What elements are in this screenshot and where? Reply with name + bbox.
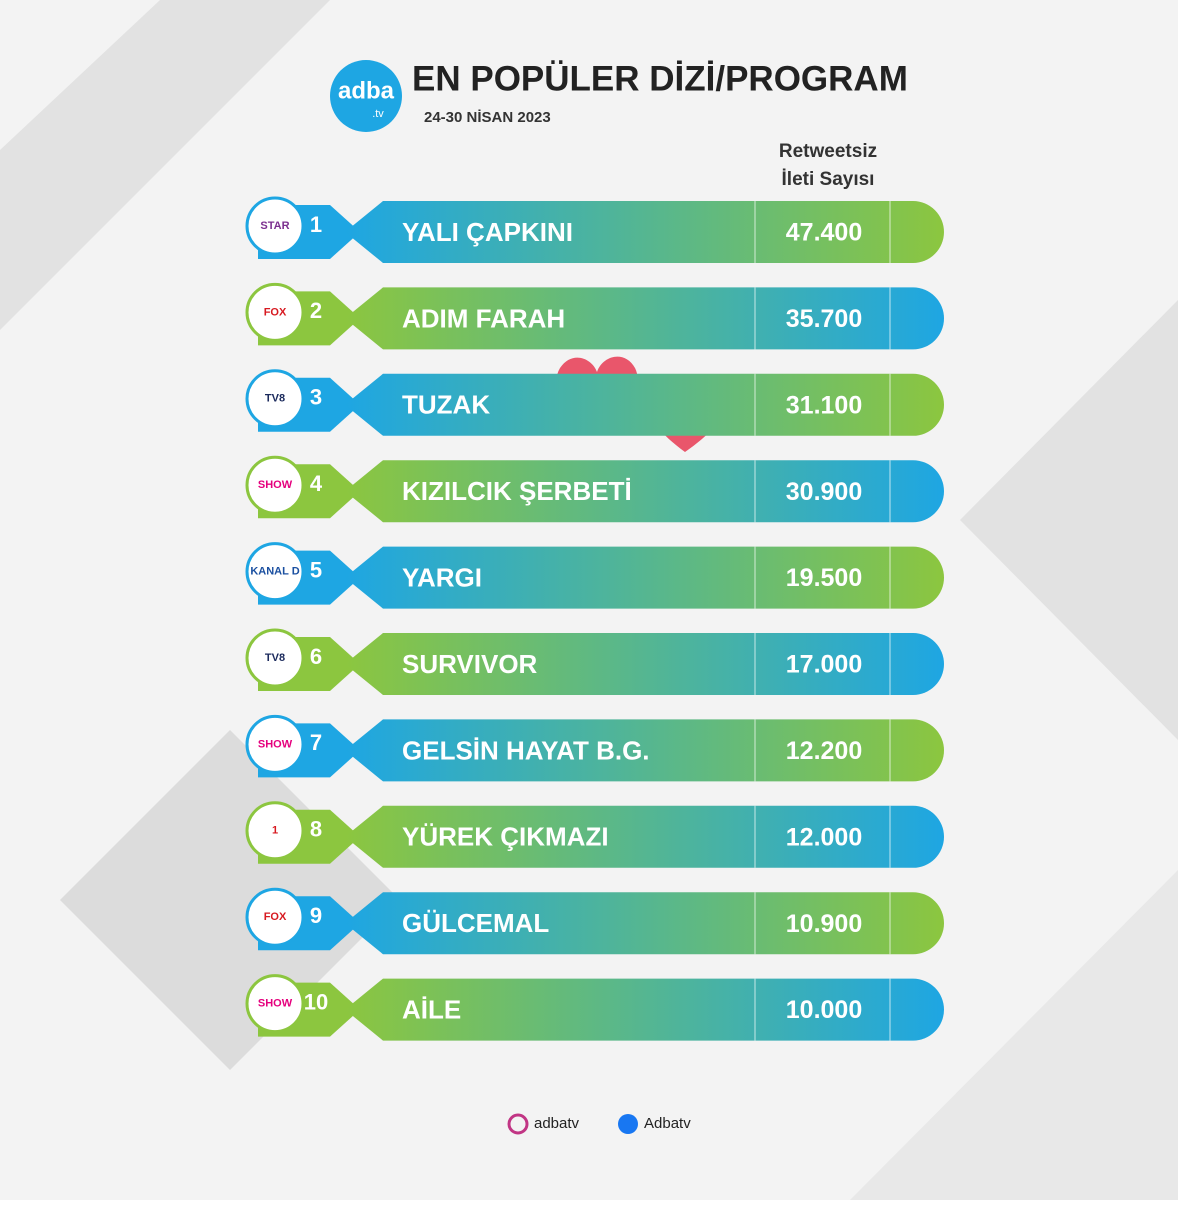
program-title: TUZAK (402, 390, 490, 420)
count: 30.900 (786, 478, 862, 506)
program-title: YALI ÇAPKINI (402, 217, 573, 247)
instagram-icon (507, 1113, 529, 1135)
rank: 1 (310, 212, 322, 237)
channel-logo (245, 974, 305, 1034)
row: SHOW 7 GELSİN HAYAT B.G. 12.200 (245, 714, 944, 782)
bar (345, 892, 944, 955)
facebook-handle: Adbatv (644, 1115, 691, 1132)
count: 12.000 (786, 823, 862, 851)
column-header: Retweetsiz (779, 141, 877, 162)
channel-name: SHOW (258, 738, 293, 750)
channel-logo (245, 369, 305, 429)
facebook-icon (618, 1114, 638, 1134)
row: SHOW 10 AİLE 10.000 (245, 974, 944, 1041)
bar (345, 978, 944, 1041)
date: 24-30 NİSAN 2023 (424, 109, 551, 126)
bar (345, 373, 944, 436)
program-title: AİLE (402, 994, 461, 1024)
bar (345, 546, 944, 609)
row: TV8 3 TUZAK 31.100 (245, 369, 944, 436)
channel-name: FOX (264, 911, 287, 923)
channel-name: STAR (260, 220, 289, 232)
rank: 8 (310, 817, 322, 842)
program-title: YARGI (402, 562, 482, 592)
rank: 5 (310, 557, 322, 582)
rank: 4 (310, 471, 323, 496)
row: SHOW 4 KIZILCIK ŞERBETİ 30.900 (245, 455, 944, 523)
channel-logo (245, 887, 305, 947)
logo-circle (330, 60, 402, 132)
channel-name: TV8 (265, 652, 285, 664)
instagram-handle: adbatv (534, 1115, 580, 1132)
bar (345, 201, 944, 263)
row: FOX 9 GÜLCEMAL 10.900 (245, 887, 944, 955)
program-title: YÜREK ÇIKMAZI (402, 822, 609, 852)
bar (345, 805, 944, 868)
channel-logo (245, 542, 305, 602)
logo-sub: .tv (372, 108, 384, 120)
count: 10.000 (786, 996, 862, 1024)
rank: 6 (310, 644, 322, 669)
row: KANAL D 5 YARGI 19.500 (245, 542, 944, 609)
channel-name: SHOW (258, 479, 293, 491)
channel-logo (245, 196, 305, 256)
count: 17.000 (786, 651, 862, 679)
count: 12.200 (786, 737, 862, 765)
program-title: SURVIVOR (402, 649, 538, 679)
rank: 10 (304, 989, 328, 1014)
program-title: GÜLCEMAL (402, 908, 549, 938)
count: 10.900 (786, 910, 862, 938)
program-title: ADIM FARAH (402, 303, 565, 333)
count: 31.100 (786, 391, 862, 419)
row: 1 8 YÜREK ÇIKMAZI 12.000 (245, 801, 944, 868)
count: 35.700 (786, 305, 862, 333)
rank: 3 (310, 385, 322, 410)
channel-logo (245, 282, 305, 342)
bar (345, 287, 944, 350)
row: TV8 6 SURVIVOR 17.000 (245, 628, 944, 695)
bar (345, 633, 944, 695)
channel-logo (245, 714, 305, 774)
rank: 7 (310, 730, 322, 755)
title: EN POPÜLER DİZİ/PROGRAM (412, 59, 908, 98)
column-header: İleti Sayısı (782, 169, 875, 190)
logo-text: adba (338, 77, 395, 104)
program-title: GELSİN HAYAT B.G. (402, 735, 650, 765)
bar (345, 719, 944, 782)
channel-logo (245, 801, 305, 861)
bar (345, 460, 944, 523)
channel-name: SHOW (258, 998, 293, 1010)
channel-name: 1 (272, 825, 278, 837)
count: 19.500 (786, 564, 862, 592)
row: FOX 2 ADIM FARAH 35.700 (245, 282, 944, 350)
program-title: KIZILCIK ŞERBETİ (402, 476, 632, 506)
row: STAR 1 YALI ÇAPKINI 47.400 (245, 196, 944, 263)
rank: 9 (310, 903, 322, 928)
channel-name: KANAL D (250, 566, 299, 578)
count: 47.400 (786, 219, 862, 247)
channel-logo (245, 455, 305, 515)
channel-name: TV8 (265, 393, 285, 405)
rank: 2 (310, 298, 322, 323)
channel-logo (245, 628, 305, 688)
channel-name: FOX (264, 306, 287, 318)
